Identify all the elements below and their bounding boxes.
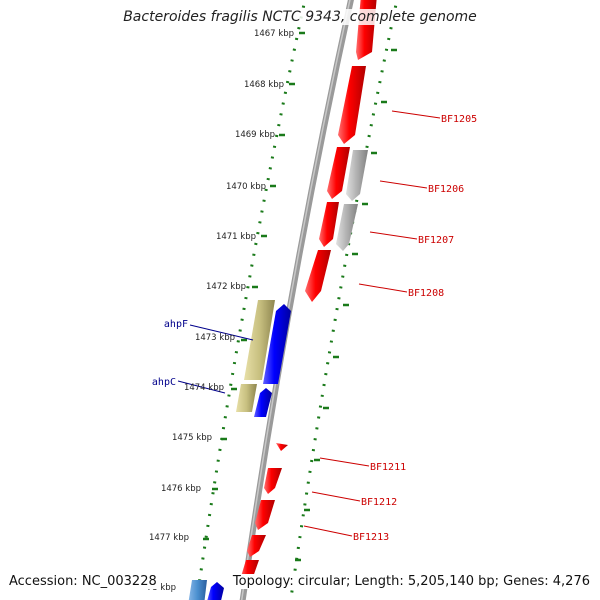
scale-label: 78 kbp: [147, 583, 176, 593]
gene-label-bf1206[interactable]: BF1206: [428, 184, 464, 195]
gene-label-bf1212[interactable]: BF1212: [361, 497, 397, 508]
gene-arrow-ahpc[interactable]: [254, 388, 272, 417]
gene-arrow-bf1213-b[interactable]: [247, 535, 266, 557]
gene-arrow-bf1206-red[interactable]: [327, 147, 350, 199]
scale-label: 1468 kbp: [244, 80, 284, 90]
gene-labels-left: ahpF ahpC: [152, 319, 188, 388]
gene-arrow-bf1207-gray[interactable]: [336, 204, 358, 251]
gene-label-ahpf[interactable]: ahpF: [164, 319, 188, 330]
gene-arrow-bf1213-a[interactable]: [255, 500, 275, 530]
gene-label-bf1205[interactable]: BF1205: [441, 114, 477, 125]
reverse-genes: [188, 300, 291, 600]
scale-label: 1472 kbp: [206, 282, 246, 292]
gene-arrow-bf1212[interactable]: [264, 468, 282, 494]
scale-label: 1476 kbp: [161, 484, 201, 494]
gene-arrow-bf1208[interactable]: [305, 250, 331, 302]
scale-label: 1470 kbp: [226, 182, 266, 192]
genome-title: Bacteroides fragilis NCTC 9343, complete…: [0, 9, 600, 25]
feature-ahpc-olive[interactable]: [236, 384, 257, 412]
scale-label: 1471 kbp: [216, 232, 256, 242]
scale-label: 1475 kbp: [172, 433, 212, 443]
gene-label-bf1208[interactable]: BF1208: [408, 288, 444, 299]
outer-major-ticks: [295, 48, 397, 562]
scale-label: 1473 kbp: [195, 333, 235, 343]
genome-summary-text: Topology: circular; Length: 5,205,140 bp…: [230, 574, 592, 589]
genome-backbone: [239, 0, 354, 600]
scale-label: 1469 kbp: [235, 130, 275, 140]
gene-arrow-bf1211[interactable]: [276, 443, 288, 451]
scale-label: 1477 kbp: [149, 533, 189, 543]
gene-arrow-bf1206-gray[interactable]: [346, 150, 368, 201]
gene-label-bf1213[interactable]: BF1213: [353, 532, 389, 543]
feature-steelblue-bottom[interactable]: [188, 580, 207, 600]
gene-arrow-ahpf[interactable]: [263, 304, 291, 384]
genome-backbone-highlight: [240, 0, 351, 600]
gene-label-bf1207[interactable]: BF1207: [418, 235, 454, 246]
gene-arrow-bf1205[interactable]: [338, 66, 366, 144]
gene-labels-right: BF1205 BF1206 BF1207 BF1208 BF1211 BF121…: [353, 114, 477, 543]
gene-label-bf1211[interactable]: BF1211: [370, 462, 406, 473]
gene-arrow-bf1207-red[interactable]: [319, 202, 339, 247]
feature-ahpf-olive[interactable]: [244, 300, 275, 380]
scale-label: 1467 kbp: [254, 29, 294, 39]
scale-label: 1474 kbp: [184, 383, 224, 393]
gene-label-ahpc[interactable]: ahpC: [152, 377, 176, 388]
gene-arrow-blue-bottom[interactable]: [206, 582, 224, 600]
scale-labels: 1467 kbp 1468 kbp 1469 kbp 1470 kbp 1471…: [147, 29, 294, 593]
label-leaders: [177, 110, 441, 537]
accession-text: Accession: NC_003228: [7, 574, 159, 589]
forward-genes: [240, 0, 377, 586]
